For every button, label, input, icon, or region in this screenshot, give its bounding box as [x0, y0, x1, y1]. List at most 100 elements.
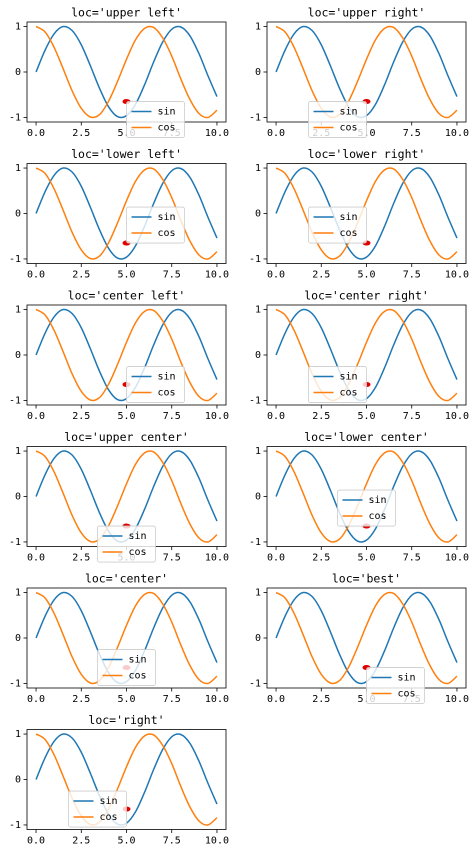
series-line: [275, 308, 458, 402]
y-tick-label: 0: [15, 350, 21, 361]
legend: sin cos: [308, 206, 367, 244]
subplot: loc='center right' 0.0 2.5 5.0 7.5 10.0 -1 0 1 si…: [249, 289, 469, 423]
y-tick-label: 0: [15, 633, 21, 644]
x-tick-label: 2.5: [72, 553, 90, 564]
subplot: loc='center' 0.0 2.5 5.0 7.5 10.0 -1 0 1 sin cos: [9, 572, 229, 706]
chart-title: loc='upper center': [64, 430, 189, 444]
legend-box: [308, 206, 367, 244]
y-tick-label: -1: [249, 112, 261, 123]
legend-label: cos: [340, 228, 358, 239]
y-tick-label: -1: [249, 678, 261, 689]
series-line: [35, 450, 218, 543]
subplot: loc='right' 0.0 2.5 5.0 7.5 10.0 -1 0 1 sin cos: [9, 713, 229, 847]
x-tick-label: 0.0: [267, 128, 285, 139]
x-tick-label: 10.0: [445, 694, 469, 705]
x-tick-label: 5.0: [117, 836, 135, 847]
x-tick-label: 2.5: [72, 128, 90, 139]
x-tick-label: 10.0: [445, 128, 469, 139]
series-line: [275, 450, 458, 543]
legend: sin cos: [68, 790, 127, 828]
x-tick-label: 2.5: [312, 270, 330, 281]
x-tick-label: 5.0: [357, 270, 375, 281]
x-tick-label: 5.0: [357, 411, 375, 422]
x-tick-label: 10.0: [445, 270, 469, 281]
subplot: loc='upper left'0.02.55.07.510.0-101sinc…: [9, 6, 229, 140]
x-tick-label: 2.5: [312, 553, 330, 564]
x-tick-label: 2.5: [72, 836, 90, 847]
legend-box: [366, 667, 425, 704]
subplot: loc='lower center' 0.0 2.5 5.0 7.5 10.0 -1 0 1 si…: [249, 430, 469, 564]
y-tick-label: -1: [9, 678, 21, 689]
x-tick-label: 5.0: [117, 270, 135, 281]
x-tick-label: 7.5: [403, 128, 421, 139]
y-tick-label: -1: [9, 537, 21, 548]
x-tick-label: 0.0: [27, 836, 45, 847]
series-line: [275, 167, 458, 260]
x-tick-label: 7.5: [403, 411, 421, 422]
legend-box: [97, 525, 156, 563]
legend-label: sin: [340, 372, 358, 383]
x-tick-label: 7.5: [163, 694, 181, 705]
x-tick-label: 0.0: [27, 411, 45, 422]
legend-label: sin: [369, 495, 387, 506]
legend: sin cos: [97, 649, 156, 686]
y-tick-label: 1: [15, 588, 21, 599]
y-tick-label: 0: [15, 492, 21, 503]
chart-title: loc='lower center': [304, 430, 429, 444]
y-tick-label: 0: [15, 67, 21, 78]
y-tick-label: -1: [249, 537, 261, 548]
legend: sin cos: [97, 525, 156, 563]
y-tick-label: 1: [255, 22, 261, 33]
y-tick-label: -1: [9, 112, 21, 123]
legend-label: sin: [158, 212, 176, 223]
legend: sin cos: [126, 101, 185, 138]
legend-label: cos: [129, 547, 147, 558]
x-tick-label: 5.0: [117, 411, 135, 422]
x-tick-label: 10.0: [205, 694, 229, 705]
y-tick-label: -1: [249, 395, 261, 406]
legend-box: [97, 649, 156, 686]
subplot: loc='upper right'0.02.55.07.510.0-101sin…: [249, 6, 469, 140]
legend: sin cos: [126, 366, 185, 403]
x-tick-label: 7.5: [163, 836, 181, 847]
y-tick-label: 0: [255, 633, 261, 644]
y-tick-label: -1: [249, 254, 261, 265]
x-tick-label: 0.0: [27, 270, 45, 281]
x-tick-label: 0.0: [27, 553, 45, 564]
legend-box: [337, 489, 396, 527]
legend-label: sin: [129, 531, 147, 542]
y-tick-label: 1: [255, 305, 261, 316]
y-tick-label: 0: [255, 350, 261, 361]
legend-label: sin: [158, 107, 176, 118]
y-tick-label: 1: [15, 305, 21, 316]
x-tick-label: 7.5: [163, 270, 181, 281]
legend-label: cos: [340, 388, 358, 399]
x-tick-label: 7.5: [163, 411, 181, 422]
x-tick-label: 0.0: [27, 694, 45, 705]
legend-label: sin: [129, 655, 147, 666]
y-tick-label: 1: [15, 163, 21, 174]
x-tick-label: 2.5: [312, 411, 330, 422]
y-tick-label: 0: [15, 209, 21, 220]
legend: sin cos: [337, 489, 396, 527]
x-tick-label: 7.5: [163, 553, 181, 564]
x-tick-label: 2.5: [312, 694, 330, 705]
legend: sin cos: [366, 667, 425, 704]
y-tick-label: -1: [9, 254, 21, 265]
x-tick-label: 10.0: [205, 836, 229, 847]
x-tick-label: 5.0: [117, 694, 135, 705]
y-tick-label: 0: [255, 67, 261, 78]
chart-title: loc='best': [332, 572, 401, 586]
y-tick-label: 1: [255, 163, 261, 174]
legend-box: [68, 790, 127, 828]
legend-label: cos: [340, 123, 358, 134]
x-tick-label: 10.0: [205, 411, 229, 422]
y-tick-label: 1: [15, 729, 21, 740]
x-tick-label: 7.5: [403, 553, 421, 564]
legend-box: [126, 206, 185, 244]
series-line: [35, 308, 218, 402]
y-tick-label: 0: [255, 492, 261, 503]
legend-label: cos: [158, 388, 176, 399]
x-tick-label: 10.0: [205, 128, 229, 139]
legend-label: cos: [100, 812, 118, 823]
